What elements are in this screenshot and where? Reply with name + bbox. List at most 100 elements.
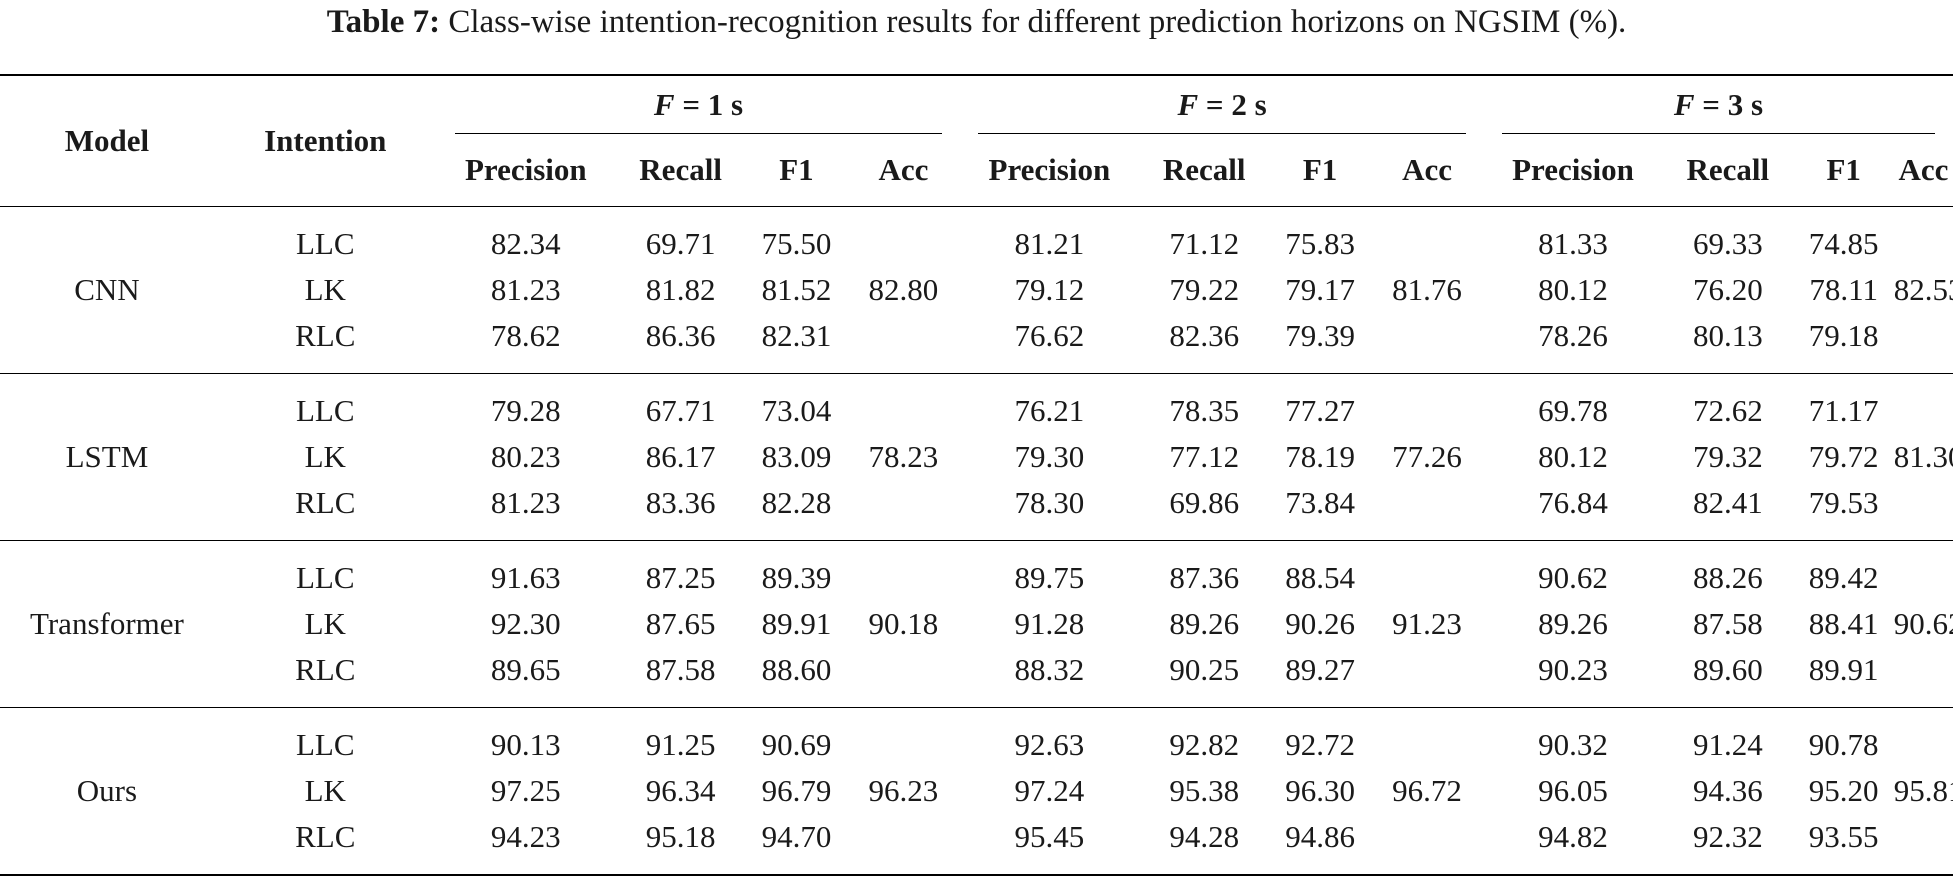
- metric-value: 69.71: [614, 206, 747, 267]
- metric-value: 95.20: [1808, 773, 1879, 808]
- metric-value: 79.12: [1014, 272, 1085, 307]
- intention-label: LLC: [213, 373, 437, 434]
- metric-value: 96.05: [1538, 773, 1608, 808]
- metric-value: 71.12: [1138, 206, 1270, 267]
- metric-value: 79.17: [1285, 272, 1355, 307]
- table-row: RLC 78.62 86.36 82.31 76.62 82.36 79.39 78.26 80…: [0, 313, 1953, 374]
- horizon-value: = 3 s: [1702, 87, 1764, 122]
- metric-value: 94.86: [1269, 814, 1371, 876]
- metric-value: 91.63: [436, 540, 615, 601]
- header-metric-f1: F1: [779, 152, 814, 187]
- metric-value: 97.25: [490, 773, 561, 808]
- intention-label: LLC: [213, 206, 437, 267]
- accuracy-value: 82.53: [1893, 206, 1953, 374]
- metric-value: 89.60: [1692, 652, 1763, 687]
- metric-value: 79.39: [1285, 318, 1355, 353]
- intention-label: LK: [304, 773, 346, 808]
- accuracy-value: 96.23: [846, 707, 961, 876]
- metric-value: 89.91: [761, 606, 832, 641]
- table-row: Ours LLC 90.13 91.25 90.69 96.23 92.63 92.82 92.…: [0, 707, 1953, 876]
- metric-value: 78.35: [1138, 373, 1270, 434]
- metric-value: 95.45: [960, 814, 1139, 876]
- metric-value: 94.28: [1138, 814, 1270, 876]
- table-row: RLC 81.23 83.36 82.28 78.30 69.86 73.84 76.84 82…: [0, 480, 1953, 541]
- table-row: LK 97.25 96.34 96.79 97.24 95.38 96.30 96.05 94.…: [0, 768, 1953, 814]
- metric-value: 86.17: [645, 439, 716, 474]
- intention-label: LLC: [213, 540, 437, 601]
- metric-value: 79.72: [1808, 439, 1879, 474]
- metric-value: 94.70: [746, 814, 847, 876]
- metric-value: 80.13: [1692, 318, 1763, 353]
- metric-value: 76.20: [1692, 272, 1763, 307]
- metric-value: 94.82: [1483, 814, 1663, 876]
- header-metric-precision: Precision: [988, 152, 1111, 187]
- metric-value: 88.41: [1808, 606, 1879, 641]
- intention-label: LLC: [213, 707, 437, 768]
- header-model: Model: [0, 74, 214, 207]
- metric-value: 89.39: [746, 540, 847, 601]
- metric-value: 95.38: [1169, 773, 1240, 808]
- header-horizon-2: F = 2 s: [960, 74, 1484, 134]
- metric-value: 87.58: [645, 652, 716, 687]
- metric-value: 83.36: [645, 485, 716, 520]
- metric-value: 71.17: [1793, 373, 1894, 434]
- table-caption-text: Class-wise intention-recognition results…: [448, 4, 1627, 40]
- metric-value: 74.85: [1793, 206, 1894, 267]
- metric-value: 92.72: [1269, 707, 1371, 768]
- metric-value: 88.54: [1269, 540, 1371, 601]
- horizon-variable: F: [653, 87, 675, 122]
- metric-value: 69.86: [1169, 485, 1240, 520]
- metric-value: 93.55: [1793, 814, 1894, 876]
- metric-value: 79.30: [1014, 439, 1085, 474]
- metric-value: 92.32: [1662, 814, 1794, 876]
- metric-value: 91.28: [1014, 606, 1085, 641]
- metric-value: 89.26: [1169, 606, 1240, 641]
- table-row: LK 81.23 81.82 81.52 79.12 79.22 79.17 80.12 76.…: [0, 267, 1953, 313]
- metric-value: 82.41: [1692, 485, 1763, 520]
- metric-value: 78.11: [1809, 272, 1878, 307]
- metric-value: 94.36: [1692, 773, 1763, 808]
- metric-value: 90.26: [1285, 606, 1355, 641]
- metric-value: 82.36: [1169, 318, 1240, 353]
- metric-value: 88.26: [1662, 540, 1794, 601]
- metric-value: 86.36: [645, 318, 716, 353]
- metric-value: 79.28: [436, 373, 615, 434]
- table-label: Table 7:: [326, 4, 441, 40]
- metric-value: 78.19: [1285, 439, 1355, 474]
- metric-value: 78.62: [490, 318, 561, 353]
- table-row: RLC 94.23 95.18 94.70 95.45 94.28 94.86 94.82 92…: [0, 814, 1953, 876]
- accuracy-value: 96.72: [1370, 707, 1484, 876]
- metric-value: 94.23: [436, 814, 615, 876]
- accuracy-value: 77.26: [1370, 373, 1484, 541]
- metric-value: 90.13: [436, 707, 615, 768]
- accuracy-value: 95.81: [1893, 707, 1953, 876]
- metric-value: 80.23: [490, 439, 561, 474]
- table-row: LK 80.23 86.17 83.09 79.30 77.12 78.19 80.12 79.…: [0, 434, 1953, 480]
- header-horizon-1: F = 1 s: [436, 74, 961, 134]
- table-row: Transformer LLC 91.63 87.25 89.39 90.18 89.75 8…: [0, 540, 1953, 708]
- horizon-value: = 2 s: [1205, 87, 1267, 122]
- metric-value: 87.65: [645, 606, 716, 641]
- metric-value: 89.26: [1538, 606, 1608, 641]
- header-metric-acc: Acc: [1402, 152, 1452, 187]
- header-row-metrics: Precision Recall F1 Acc Precision Recall F1 Acc…: [0, 134, 1953, 207]
- metric-value: 90.62: [1483, 540, 1663, 601]
- metric-value: 89.75: [960, 540, 1139, 601]
- intention-label: LK: [304, 272, 346, 307]
- header-metric-recall: Recall: [1686, 152, 1770, 187]
- metric-value: 89.27: [1285, 652, 1355, 687]
- metric-value: 91.24: [1662, 707, 1794, 768]
- metric-value: 90.69: [746, 707, 847, 768]
- header-intention: Intention: [213, 74, 437, 207]
- table-row: CNN LLC 82.34 69.71 75.50 82.80 81.21 71.12 75.8…: [0, 206, 1953, 374]
- accuracy-value: 90.18: [846, 540, 961, 708]
- metric-value: 90.23: [1538, 652, 1608, 687]
- accuracy-value: 91.23: [1370, 540, 1484, 708]
- metric-value: 78.30: [1014, 485, 1085, 520]
- metric-value: 96.34: [645, 773, 716, 808]
- accuracy-value: 90.62: [1893, 540, 1953, 708]
- metric-value: 83.09: [761, 439, 832, 474]
- accuracy-value: 78.23: [846, 373, 961, 541]
- intention-label: LK: [304, 606, 346, 641]
